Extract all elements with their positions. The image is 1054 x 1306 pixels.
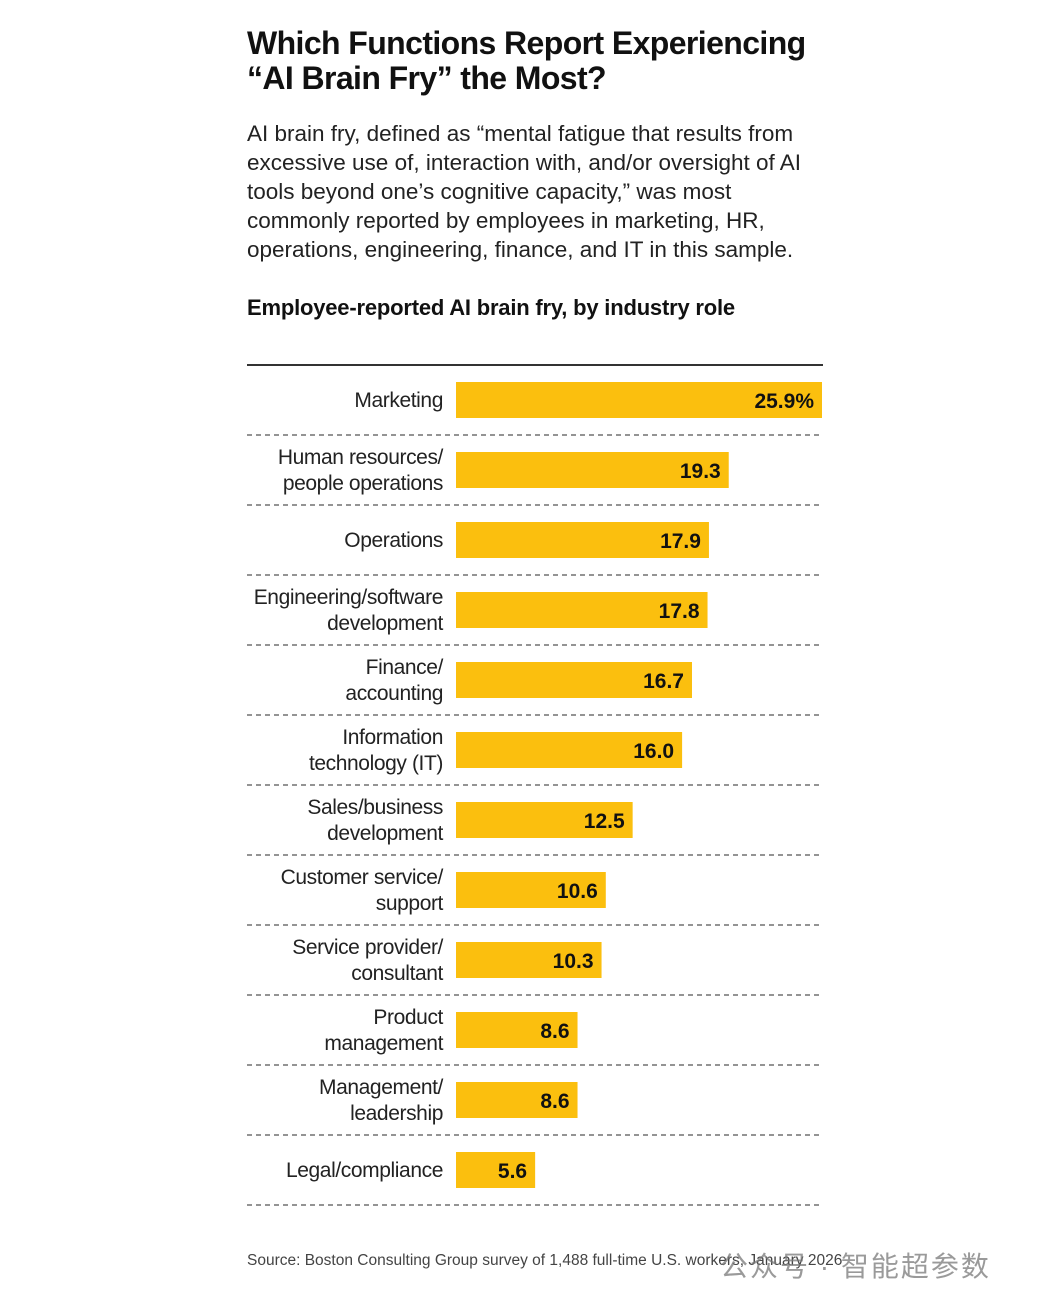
bar <box>456 662 692 698</box>
category-label: Sales/business <box>307 796 443 819</box>
category-label: people operations <box>283 472 443 495</box>
category-label: support <box>376 892 444 915</box>
category-label: leadership <box>350 1102 443 1125</box>
bar <box>456 732 683 768</box>
bar <box>456 872 606 908</box>
value-label: 16.0 <box>633 740 674 763</box>
value-label: 10.6 <box>557 880 598 903</box>
category-label: accounting <box>345 682 443 705</box>
category-label: consultant <box>351 962 443 985</box>
bar <box>456 382 822 418</box>
category-label: Operations <box>344 529 443 552</box>
bar <box>456 522 709 558</box>
value-label: 12.5 <box>584 810 625 833</box>
category-label: management <box>324 1032 443 1055</box>
page-title: Which Functions Report Experiencing “AI … <box>247 25 806 96</box>
value-label: 17.8 <box>659 600 700 623</box>
category-label: Finance/ <box>366 656 444 679</box>
source-note: Source: Boston Consulting Group survey o… <box>247 1252 843 1269</box>
bar <box>456 942 602 978</box>
bar <box>456 1152 536 1188</box>
chart-title: Employee-reported AI brain fry, by indus… <box>247 295 735 320</box>
value-label: 19.3 <box>680 460 721 483</box>
bar <box>456 452 729 488</box>
category-label: Human resources/ <box>278 446 444 469</box>
value-label: 8.6 <box>540 1090 569 1113</box>
watermark: 公众号 · 智能超参数 <box>720 1251 991 1282</box>
category-label: Product <box>373 1006 443 1029</box>
value-label: 8.6 <box>540 1020 569 1043</box>
page-subtitle: AI brain fry, defined as “mental fatigue… <box>247 121 802 262</box>
category-label: development <box>327 612 443 635</box>
bar <box>456 592 708 628</box>
bar <box>456 1012 578 1048</box>
value-label: 10.3 <box>553 950 594 973</box>
value-label: 5.6 <box>498 1160 527 1183</box>
category-label: development <box>327 822 443 845</box>
value-label: 25.9% <box>754 390 814 413</box>
category-label: technology (IT) <box>309 752 443 775</box>
category-label: Marketing <box>354 389 443 412</box>
category-label: Legal/compliance <box>286 1159 443 1182</box>
category-label: Management/ <box>319 1076 444 1099</box>
value-label: 16.7 <box>643 670 684 693</box>
category-label: Engineering/software <box>254 586 443 609</box>
value-label: 17.9 <box>660 530 701 553</box>
category-label: Information <box>342 726 443 749</box>
bar <box>456 802 633 838</box>
bar <box>456 1082 578 1118</box>
category-label: Customer service/ <box>281 866 444 889</box>
chart-top-rule <box>247 364 823 366</box>
category-label: Service provider/ <box>292 936 443 959</box>
